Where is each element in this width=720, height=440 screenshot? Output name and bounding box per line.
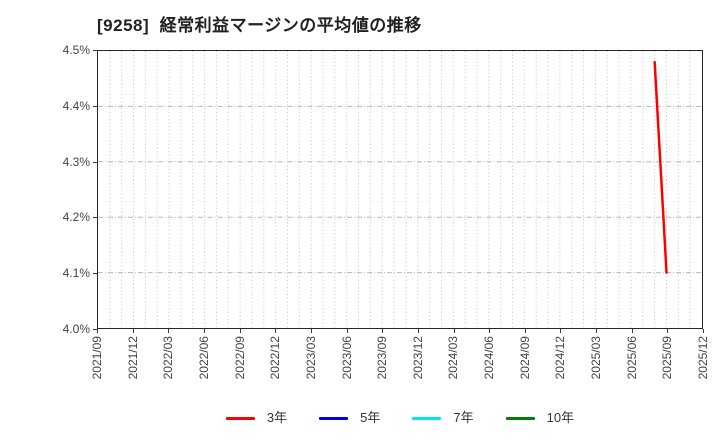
x-tick-label: 2024/06 xyxy=(482,336,497,380)
y-tick-label: 4.1% xyxy=(62,266,90,281)
legend: 3年 5年 7年 10年 xyxy=(97,404,703,432)
legend-swatch xyxy=(225,416,255,420)
x-tick-mark xyxy=(239,329,241,333)
x-tick-label: 2022/06 xyxy=(196,336,211,380)
x-tick-mark xyxy=(132,329,134,333)
x-tick-label: 2025/03 xyxy=(589,336,604,380)
y-tick-mark xyxy=(93,161,97,163)
legend-label: 7年 xyxy=(453,410,474,425)
y-tick-label: 4.5% xyxy=(62,43,90,57)
y-tick-label: 4.0% xyxy=(62,322,90,336)
y-tick-mark xyxy=(93,50,97,51)
x-tick-mark xyxy=(453,329,455,333)
y-tick-label: 4.4% xyxy=(62,98,90,113)
legend-swatch xyxy=(412,416,442,420)
x-tick-label: 2022/09 xyxy=(232,336,247,380)
x-tick-mark xyxy=(417,329,419,333)
legend-label: 3年 xyxy=(266,410,288,425)
x-tick-label: 2025/09 xyxy=(660,336,675,380)
y-tick-label: 4.3% xyxy=(62,154,90,169)
x-tick-mark xyxy=(346,329,348,333)
x-tick-mark xyxy=(275,329,277,333)
legend-swatch xyxy=(319,416,349,420)
x-tick-label: 2022/12 xyxy=(268,336,283,380)
x-tick-mark xyxy=(667,329,669,333)
x-tick-mark xyxy=(382,329,384,333)
y-tick-label: 4.2% xyxy=(62,210,90,225)
x-tick-mark xyxy=(703,329,704,333)
x-tick-label: 2024/09 xyxy=(517,336,532,380)
x-tick-mark xyxy=(560,329,562,333)
x-tick-label: 2025/12 xyxy=(696,336,710,380)
x-tick-mark xyxy=(310,329,312,333)
x-tick-label: 2025/06 xyxy=(624,336,639,380)
legend-item: 3年 xyxy=(225,410,288,426)
legend-label: 5年 xyxy=(360,410,381,425)
plot-canvas xyxy=(98,51,702,328)
x-tick-label: 2022/03 xyxy=(161,336,176,380)
y-tick-mark xyxy=(93,329,97,330)
y-tick-mark xyxy=(93,105,97,107)
x-tick-label: 2023/12 xyxy=(410,336,425,380)
x-tick-mark xyxy=(97,329,98,333)
x-tick-label: 2024/12 xyxy=(553,336,568,380)
y-tick-mark xyxy=(93,273,97,275)
y-tick-mark xyxy=(93,217,97,219)
plot-area xyxy=(97,50,703,329)
x-tick-label: 2021/12 xyxy=(125,336,140,380)
legend-item: 7年 xyxy=(412,410,474,426)
legend-label: 10年 xyxy=(546,410,575,425)
x-tick-mark xyxy=(203,329,205,333)
legend-swatch xyxy=(505,416,535,420)
x-tick-mark xyxy=(168,329,170,333)
x-tick-label: 2023/09 xyxy=(375,336,390,380)
x-tick-mark xyxy=(489,329,491,333)
chart-title: [9258] 経常利益マージンの平均値の推移 xyxy=(97,16,422,35)
series-line xyxy=(653,60,668,274)
x-tick-mark xyxy=(631,329,633,333)
legend-item: 5年 xyxy=(319,410,380,426)
x-tick-label: 2023/03 xyxy=(303,336,318,380)
x-tick-label: 2021/09 xyxy=(90,336,104,380)
legend-item: 10年 xyxy=(505,410,575,426)
x-tick-mark xyxy=(524,329,526,333)
x-tick-label: 2023/06 xyxy=(339,336,354,380)
x-tick-mark xyxy=(596,329,598,333)
x-tick-label: 2024/03 xyxy=(446,336,461,380)
